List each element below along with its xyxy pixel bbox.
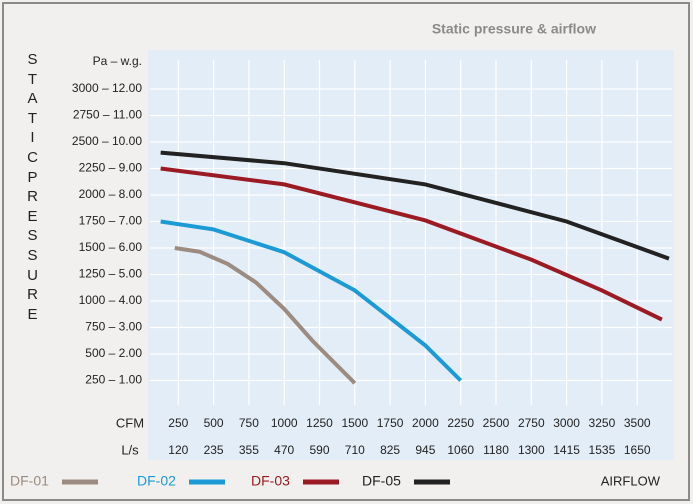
x-tick-label: 1500 xyxy=(341,416,368,430)
legend-label: DF-03 xyxy=(251,473,290,489)
y-tick-label: 250 – 1.00 xyxy=(85,373,142,387)
x-tick-label: 2500 xyxy=(483,416,510,430)
x2-tick-label: 235 xyxy=(204,443,224,457)
y-tick-label: 1750 – 7.00 xyxy=(79,214,143,228)
x-axis-label: AIRFLOW xyxy=(601,473,661,488)
x2-tick-label: 710 xyxy=(345,443,365,457)
y-tick-label: 750 – 3.00 xyxy=(85,320,142,334)
x2-tick-label: 1060 xyxy=(447,443,474,457)
x-tick-label: 750 xyxy=(239,416,259,430)
x-tick-label: 1750 xyxy=(377,416,404,430)
y-tick-label: 2000 – 8.00 xyxy=(79,187,143,201)
x2-tick-label: 470 xyxy=(274,443,294,457)
x2-tick-label: 825 xyxy=(380,443,400,457)
x2-tick-label: 1535 xyxy=(589,443,616,457)
x2-tick-label: 355 xyxy=(239,443,259,457)
y-axis-label: STATIC PRESSURE xyxy=(26,50,39,324)
x2-tick-label: 1300 xyxy=(518,443,545,457)
x-tick-label: 3000 xyxy=(553,416,580,430)
y-tick-label: 1000 – 4.00 xyxy=(79,293,143,307)
y-unit-label: Pa – w.g. xyxy=(93,54,142,68)
x2-tick-label: 1180 xyxy=(483,443,509,457)
x-tick-label: 1000 xyxy=(271,416,298,430)
x-unit-label: CFM xyxy=(116,415,144,430)
x2-tick-label: 945 xyxy=(415,443,435,457)
x2-tick-label: 120 xyxy=(168,443,188,457)
y-tick-label: 500 – 2.00 xyxy=(85,346,142,360)
x2-tick-label: 1650 xyxy=(624,443,651,457)
x-tick-label: 250 xyxy=(168,416,188,430)
legend-label: DF-01 xyxy=(10,473,49,489)
x-tick-label: 2250 xyxy=(447,416,474,430)
y-tick-label: 2250 – 9.00 xyxy=(79,161,143,175)
chart: Static pressure & airflow Pa – w.g. CFM … xyxy=(0,0,693,504)
x2-tick-label: 1415 xyxy=(553,443,580,457)
y-tick-label: 2500 – 10.00 xyxy=(72,134,142,148)
x-tick-label: 1250 xyxy=(306,416,333,430)
legend-label: DF-05 xyxy=(362,473,401,489)
page: Static pressure & airflow Pa – w.g. CFM … xyxy=(0,0,693,504)
x2-tick-label: 590 xyxy=(309,443,329,457)
y-tick-label: 1250 – 5.00 xyxy=(79,267,143,281)
legend-label: DF-02 xyxy=(137,473,176,489)
plot-background xyxy=(148,50,674,460)
x2-unit-label: L/s xyxy=(121,442,139,457)
x-tick-label: 2000 xyxy=(412,416,439,430)
x-tick-label: 3250 xyxy=(589,416,616,430)
y-tick-label: 1500 – 6.00 xyxy=(79,240,143,254)
x-tick-label: 500 xyxy=(204,416,224,430)
y-tick-label: 3000 – 12.00 xyxy=(72,81,142,95)
x-tick-label: 2750 xyxy=(518,416,545,430)
chart-title: Static pressure & airflow xyxy=(432,21,596,37)
x-tick-label: 3500 xyxy=(624,416,651,430)
y-tick-label: 2750 – 11.00 xyxy=(73,108,143,122)
